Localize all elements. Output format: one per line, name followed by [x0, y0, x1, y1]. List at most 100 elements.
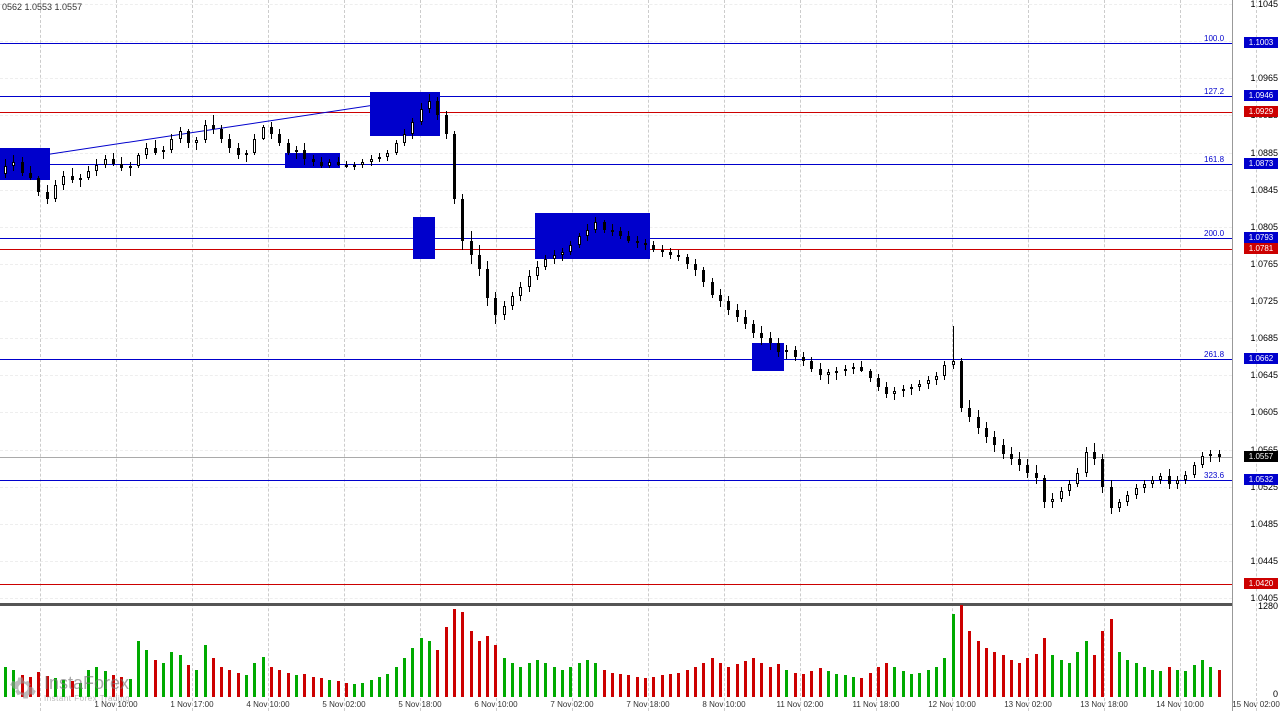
volume-bar [1176, 670, 1179, 697]
candle-body [228, 139, 231, 148]
candle-body [170, 139, 173, 150]
volume-bar [902, 671, 905, 697]
volume-bar [910, 674, 913, 697]
candle-body [453, 134, 456, 199]
volume-bar [245, 675, 248, 697]
candle-body [361, 162, 364, 165]
candle-body [71, 176, 74, 181]
volume-bar [1151, 670, 1154, 697]
y-axis-tick: 1.0805 [1250, 222, 1278, 232]
candle-body [694, 264, 697, 270]
candle-body [461, 199, 464, 241]
volume-bar [993, 652, 996, 697]
volume-bar [935, 667, 938, 697]
volume-bar [1093, 655, 1096, 697]
fib-percent-label: 261.8 [1204, 350, 1224, 359]
axis-separator [1232, 0, 1233, 711]
y-axis-tick: 1.0965 [1250, 73, 1278, 83]
y-gridline [0, 338, 1232, 339]
candle-body [603, 222, 606, 229]
candle-body [736, 310, 739, 316]
candle-body [370, 159, 373, 162]
y-axis-tick: 1.0445 [1250, 556, 1278, 566]
candle-wick [836, 367, 837, 380]
candle-body [212, 125, 215, 130]
candle-body [179, 131, 182, 138]
candle-body [12, 162, 15, 167]
y-gridline [0, 78, 1232, 79]
volume-bar [694, 667, 697, 697]
volume-bar [220, 667, 223, 697]
candle-body [636, 241, 639, 243]
candle-body [278, 134, 281, 143]
volume-bar [852, 677, 855, 697]
volume-bar [669, 674, 672, 697]
candle-body [619, 231, 622, 236]
candle-body [627, 236, 630, 241]
y-axis-tick: 1.0485 [1250, 519, 1278, 529]
demand-zone [413, 217, 435, 259]
candle-body [802, 357, 805, 362]
candle-body [993, 437, 996, 444]
volume-bar [569, 667, 572, 697]
volume-bar [1159, 671, 1162, 697]
y-gridline [0, 561, 1232, 562]
candle-wick [80, 174, 81, 187]
volume-bar [453, 609, 456, 697]
candle-body [79, 178, 82, 181]
candle-body [785, 350, 788, 352]
volume-bar [295, 675, 298, 697]
y-axis-tick: 1.1045 [1250, 0, 1278, 9]
trendline [0, 0, 1232, 598]
candle-body [918, 384, 921, 388]
indicator-separator [0, 603, 1232, 606]
candle-body [129, 166, 132, 168]
chart-container[interactable]: 0562 1.0553 1.0557 1.10451.10051.09651.0… [0, 0, 1280, 711]
volume-bar [1218, 670, 1221, 697]
volume-bar [686, 670, 689, 697]
candle-body [145, 148, 148, 155]
volume-bar [303, 674, 306, 697]
y-gridline [0, 450, 1232, 451]
fib-percent-label: 127.2 [1204, 87, 1224, 96]
volume-bar [503, 658, 506, 697]
volume-bar [370, 680, 373, 697]
volume-bar [860, 678, 863, 697]
volume-bar [752, 658, 755, 697]
candle-body [104, 159, 107, 165]
candle-body [162, 150, 165, 153]
fib-price-tag: 1.0662 [1244, 353, 1278, 364]
volume-bar [536, 660, 539, 697]
volume-bar [561, 670, 564, 697]
volume-bar [320, 678, 323, 697]
volume-bar [519, 667, 522, 697]
candle-body [877, 378, 880, 387]
candle-body [669, 252, 672, 255]
candle-body [611, 230, 614, 232]
candle-body [960, 361, 963, 407]
volume-bar [1026, 658, 1029, 697]
volume-bar [1051, 655, 1054, 697]
candle-body [120, 164, 123, 169]
volume-bar [594, 663, 597, 698]
volume-bar [1002, 655, 1005, 697]
candle-body [1035, 473, 1038, 479]
candle-body [1209, 454, 1212, 456]
y-gridline [0, 153, 1232, 154]
candle-body [594, 222, 597, 229]
candle-body [578, 236, 581, 245]
candle-body [503, 306, 506, 315]
current-price-tag: 1.0557 [1244, 451, 1278, 462]
volume-bar [893, 667, 896, 697]
volume-bar [544, 663, 547, 698]
volume-bar [744, 661, 747, 697]
candle-body [1176, 480, 1179, 484]
volume-bar [960, 605, 963, 697]
volume-bar [145, 650, 148, 697]
volume-bar [162, 663, 165, 698]
candle-body [1201, 456, 1204, 465]
candle-body [760, 333, 763, 338]
volume-bar [312, 677, 315, 697]
volume-bar [1060, 660, 1063, 697]
demand-zone [0, 148, 50, 180]
